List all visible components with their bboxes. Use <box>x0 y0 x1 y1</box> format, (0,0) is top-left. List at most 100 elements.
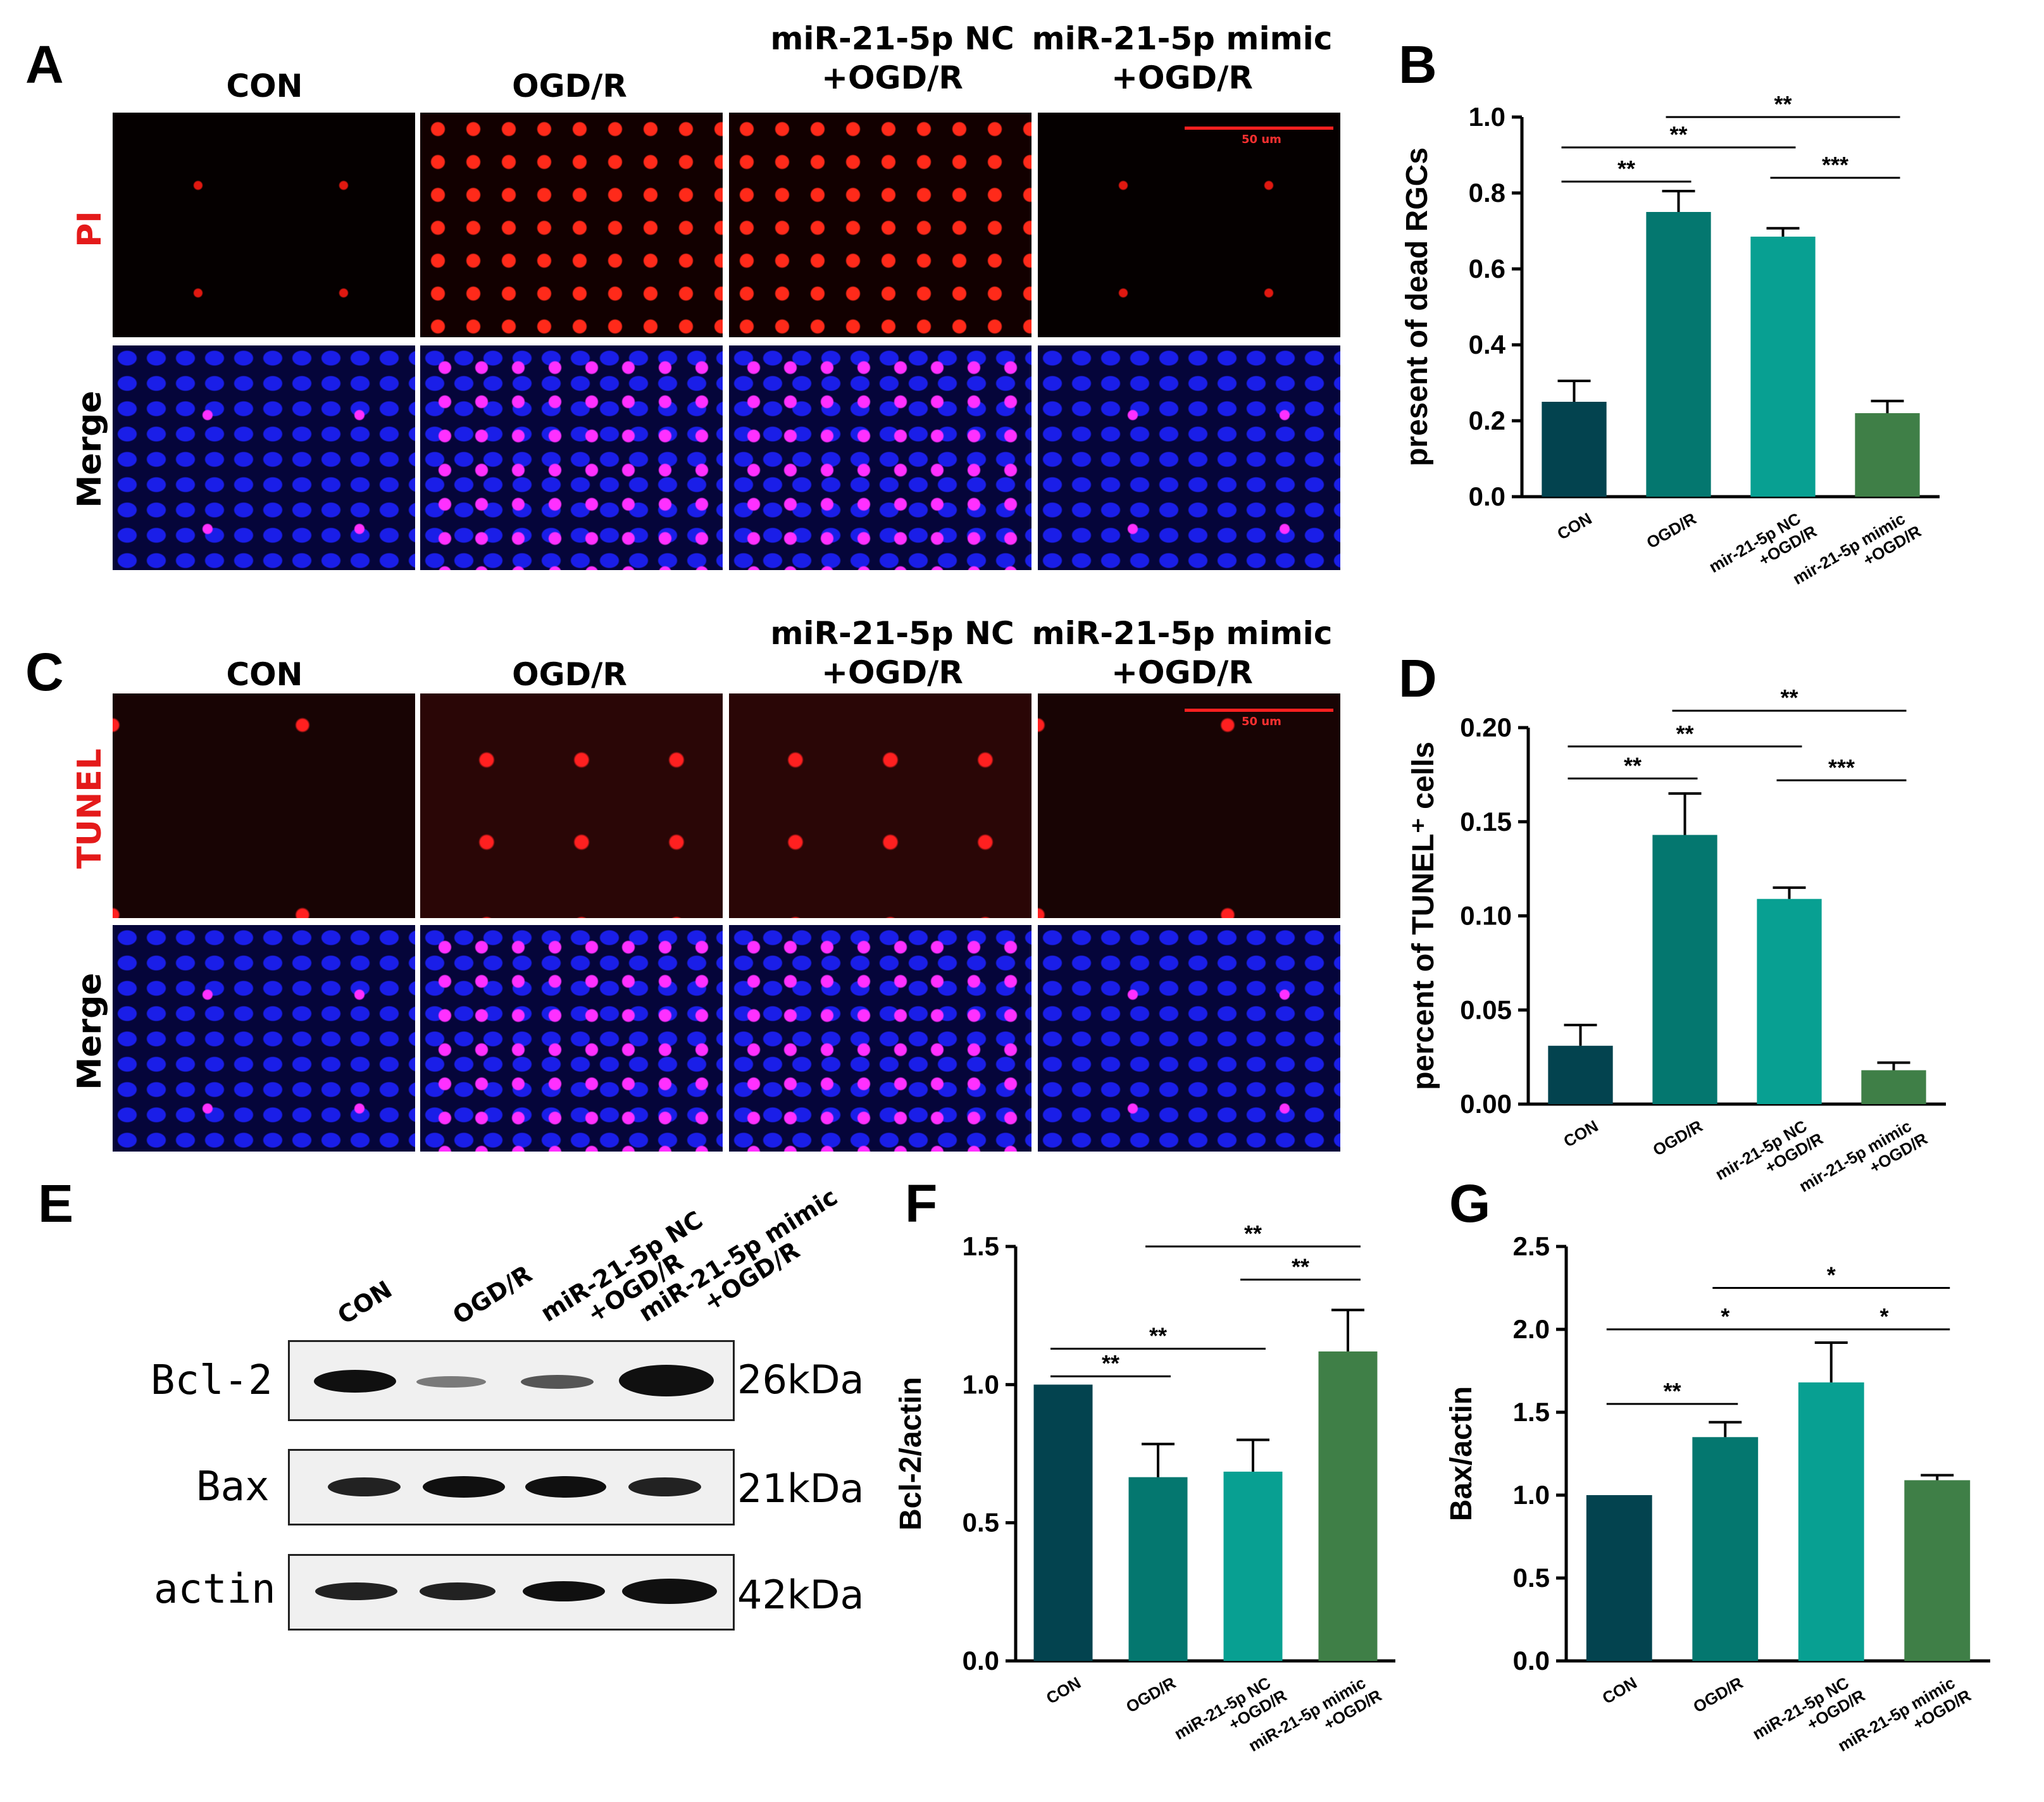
significance-label: ** <box>1624 752 1642 778</box>
row-label-pi: PI <box>71 211 109 247</box>
y-tick-label: 0.20 <box>1460 712 1512 742</box>
column-title-nc-c: miR-21-5p NC +OGD/R <box>770 615 1014 691</box>
merge-image-nc-c <box>729 925 1031 1152</box>
y-tick-label: 0.2 <box>1469 406 1505 435</box>
significance-label: * <box>1827 1262 1836 1288</box>
wb-band <box>416 1376 486 1388</box>
wb-size-actin: 42kDa <box>737 1572 864 1618</box>
x-tick-label: mir-21-5p mimic+OGD/R <box>1796 1112 1931 1212</box>
significance-label: ** <box>1149 1323 1167 1349</box>
bar <box>1692 1437 1759 1661</box>
y-tick-label: 0.0 <box>1513 1646 1550 1675</box>
wb-lane-label-con: CON <box>332 1275 397 1330</box>
pi-image-nc <box>729 113 1031 337</box>
wb-band <box>628 1477 701 1496</box>
x-tick-label: CON <box>1599 1673 1640 1708</box>
pi-image-con <box>113 113 415 337</box>
column-title-con-c: CON <box>226 656 303 693</box>
row-label-merge-a: Merge <box>71 390 109 508</box>
x-tick-label: OGD/R <box>1123 1673 1179 1717</box>
significance-label: ** <box>1102 1350 1119 1376</box>
y-tick-label: 2.0 <box>1513 1314 1550 1344</box>
wb-band <box>525 1476 606 1498</box>
panel-label-a: A <box>25 35 64 94</box>
bar <box>1033 1384 1093 1661</box>
wb-band <box>328 1477 401 1496</box>
wb-band <box>420 1582 495 1600</box>
y-axis-label: Bcl-2/actin <box>894 1377 928 1531</box>
x-tick-label: miR-21-5p mimic+OGD/R <box>1835 1669 1974 1772</box>
scale-bar-label: 50 um <box>1242 133 1281 146</box>
column-title-ogdr-a: OGD/R <box>512 68 627 104</box>
merge-image-nc-a <box>729 345 1031 570</box>
y-tick-label: 0.15 <box>1460 807 1512 836</box>
wb-band <box>523 1581 605 1601</box>
y-axis-label: present of dead RGCs <box>1400 147 1434 466</box>
significance-label: ** <box>1617 156 1635 182</box>
row-label-merge-c: Merge <box>71 972 109 1090</box>
x-tick-label: CON <box>1560 1116 1601 1151</box>
x-tick-label: CON <box>1043 1673 1084 1708</box>
significance-label: ** <box>1663 1378 1681 1404</box>
column-title-con-a: CON <box>226 68 303 104</box>
y-tick-label: 1.5 <box>1513 1397 1550 1427</box>
panel-label-d: D <box>1399 649 1437 708</box>
y-axis-label: percent of TUNEL⁺ cells <box>1407 742 1440 1090</box>
wb-band <box>521 1375 594 1389</box>
bar <box>1542 402 1607 497</box>
y-tick-label: 0.4 <box>1469 330 1506 359</box>
x-tick-label: mir-21-5p mimic+OGD/R <box>1790 505 1924 605</box>
wb-lane-label-ogdr: OGD/R <box>447 1260 537 1330</box>
bar <box>1861 1070 1926 1104</box>
merge-image-con-c <box>113 925 415 1152</box>
x-tick-label: OGD/R <box>1690 1673 1746 1717</box>
bar <box>1646 212 1711 497</box>
column-title-ogdr-c: OGD/R <box>512 656 627 693</box>
significance-label: ** <box>1774 91 1792 117</box>
y-tick-label: 2.5 <box>1513 1231 1550 1261</box>
merge-image-ogdr-c <box>420 925 723 1152</box>
y-tick-label: 0.0 <box>1469 482 1505 511</box>
wb-size-bax: 21kDa <box>737 1465 864 1512</box>
y-tick-label: 1.5 <box>963 1231 999 1261</box>
x-tick-label: OGD/R <box>1650 1116 1706 1160</box>
scale-bar-c <box>1185 709 1333 712</box>
significance-label: * <box>1879 1303 1888 1329</box>
bar <box>1798 1382 1864 1661</box>
y-tick-label: 1.0 <box>1469 102 1505 132</box>
tunel-image-nc <box>729 693 1031 918</box>
merge-image-con-a <box>113 345 415 570</box>
scale-bar-label-c: 50 um <box>1242 715 1281 728</box>
wb-band <box>423 1476 505 1498</box>
wb-protein-bax: Bax <box>196 1463 270 1510</box>
bar <box>1750 237 1816 497</box>
row-label-tunel: TUNEL <box>71 749 109 869</box>
wb-band <box>314 1370 396 1393</box>
column-title-mimic-c: miR-21-5p mimic +OGD/R <box>1031 615 1333 691</box>
scale-bar <box>1185 127 1333 130</box>
wb-blot-bax <box>288 1449 735 1525</box>
y-tick-label: 0.0 <box>963 1646 999 1675</box>
y-tick-label: 0.10 <box>1460 901 1512 931</box>
bar <box>1548 1045 1613 1104</box>
significance-label: *** <box>1828 754 1855 780</box>
tunel-image-ogdr <box>420 693 723 918</box>
bar <box>1904 1480 1971 1661</box>
panel-label-b: B <box>1399 35 1437 94</box>
significance-label: ** <box>1244 1221 1262 1246</box>
chart-f: 0.0 0.5 1.0 1.5 Bcl-2/actin CON OGD/RmiR-21-5p… <box>894 1221 1395 1760</box>
significance-label: ** <box>1780 685 1798 711</box>
significance-label: *** <box>1822 152 1848 178</box>
x-tick-label: miR-21-5p NC+OGD/R <box>1171 1669 1290 1760</box>
y-tick-label: 0.6 <box>1469 254 1505 283</box>
column-title-mimic-a: miR-21-5p mimic +OGD/R <box>1031 20 1333 96</box>
wb-band <box>622 1579 717 1604</box>
pi-image-ogdr <box>420 113 723 337</box>
significance-label: ** <box>1676 721 1693 747</box>
significance-label: ** <box>1292 1253 1309 1279</box>
panel-label-c: C <box>25 642 64 702</box>
wb-size-bcl2: 26kDa <box>737 1357 864 1403</box>
pi-image-mimic: 50 um <box>1038 113 1340 337</box>
y-axis-label: Bax/actin <box>1445 1386 1478 1521</box>
